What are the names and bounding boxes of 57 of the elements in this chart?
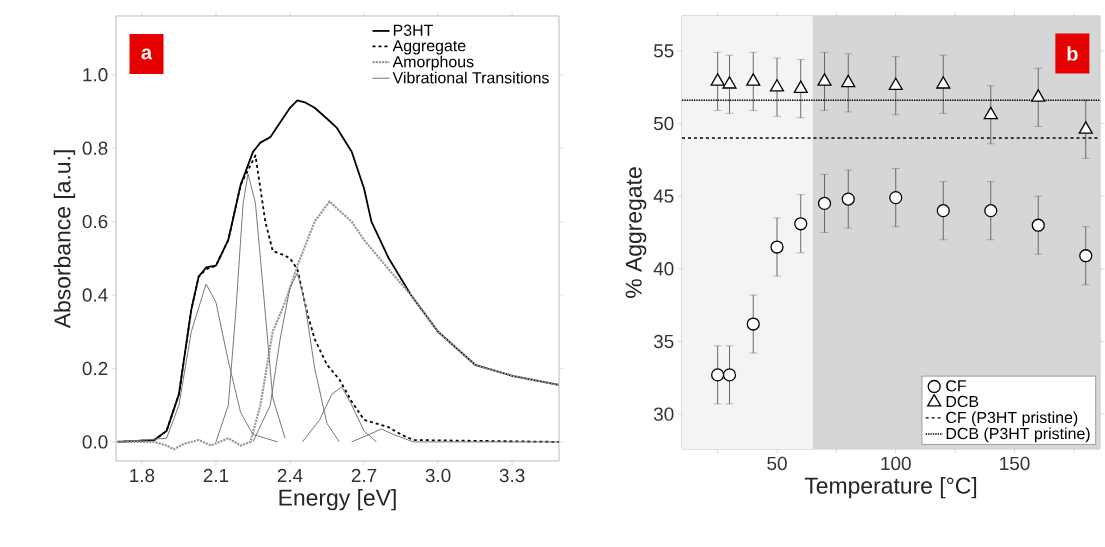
annotation: b [1067,46,1078,61]
legend-label: DCB [946,395,979,408]
x-tick-label: 2.7 [351,468,377,482]
point [769,79,785,92]
legend-label: Amorphous [392,55,474,71]
x-tick-label: 1.8 [130,468,155,483]
point [936,204,950,218]
legend-label: CF (P3HT pristine) [946,411,1078,427]
legend-label: P3HT [393,24,433,36]
point [746,73,761,86]
y-axis-title: Absorbance [a.u.] [53,150,76,329]
legend-label: Vibrational Transitions [392,71,549,84]
point [793,80,808,94]
annotation: a [141,48,153,60]
point [722,368,737,382]
x-tick-label: 2.4 [277,468,303,482]
point [1031,89,1046,102]
y-tick-label: 0.6 [82,214,108,229]
x-tick-label: 2.1 [203,468,229,482]
y-axis-title: % Aggregate [625,167,647,298]
y-tick-label: 35 [653,334,674,349]
legend-label: DCB (P3HT pristine) [946,427,1090,443]
point [711,368,725,382]
y-tick-label: 50 [653,116,674,131]
x-tick-label: 50 [767,456,787,471]
y-tick-label: 0.8 [82,141,108,155]
y-tick-label: 55 [653,44,674,58]
legend-label: CF [946,380,966,392]
point [722,76,737,89]
x-tick-label: 100 [881,456,911,471]
point [794,217,808,231]
point [841,74,856,88]
point [710,73,725,86]
y-tick-label: 0.4 [82,288,108,302]
y-tick-label: 1.0 [83,68,108,82]
point [746,317,760,331]
point [817,196,832,211]
point [983,106,998,120]
y-tick-label: 0.0 [82,435,108,449]
point [889,190,903,205]
point [936,76,951,89]
y-tick-label: 30 [653,407,674,421]
y-tick-label: 40 [653,262,674,276]
y-tick-label: 45 [653,189,674,203]
point [841,192,855,206]
point [984,204,998,218]
x-tick-label: 3.3 [499,468,525,483]
x-tick-label: 3.0 [425,468,451,483]
x-tick-label: 150 [1000,456,1030,471]
legend-label: Aggregate [392,40,466,55]
point [817,73,832,86]
y-tick-label: 0.2 [82,361,108,376]
x-axis-title: Temperature [°C] [804,476,977,499]
x-axis-title: Energy [eV] [279,488,396,511]
point [888,77,903,91]
point [770,240,784,254]
point [1031,218,1045,232]
